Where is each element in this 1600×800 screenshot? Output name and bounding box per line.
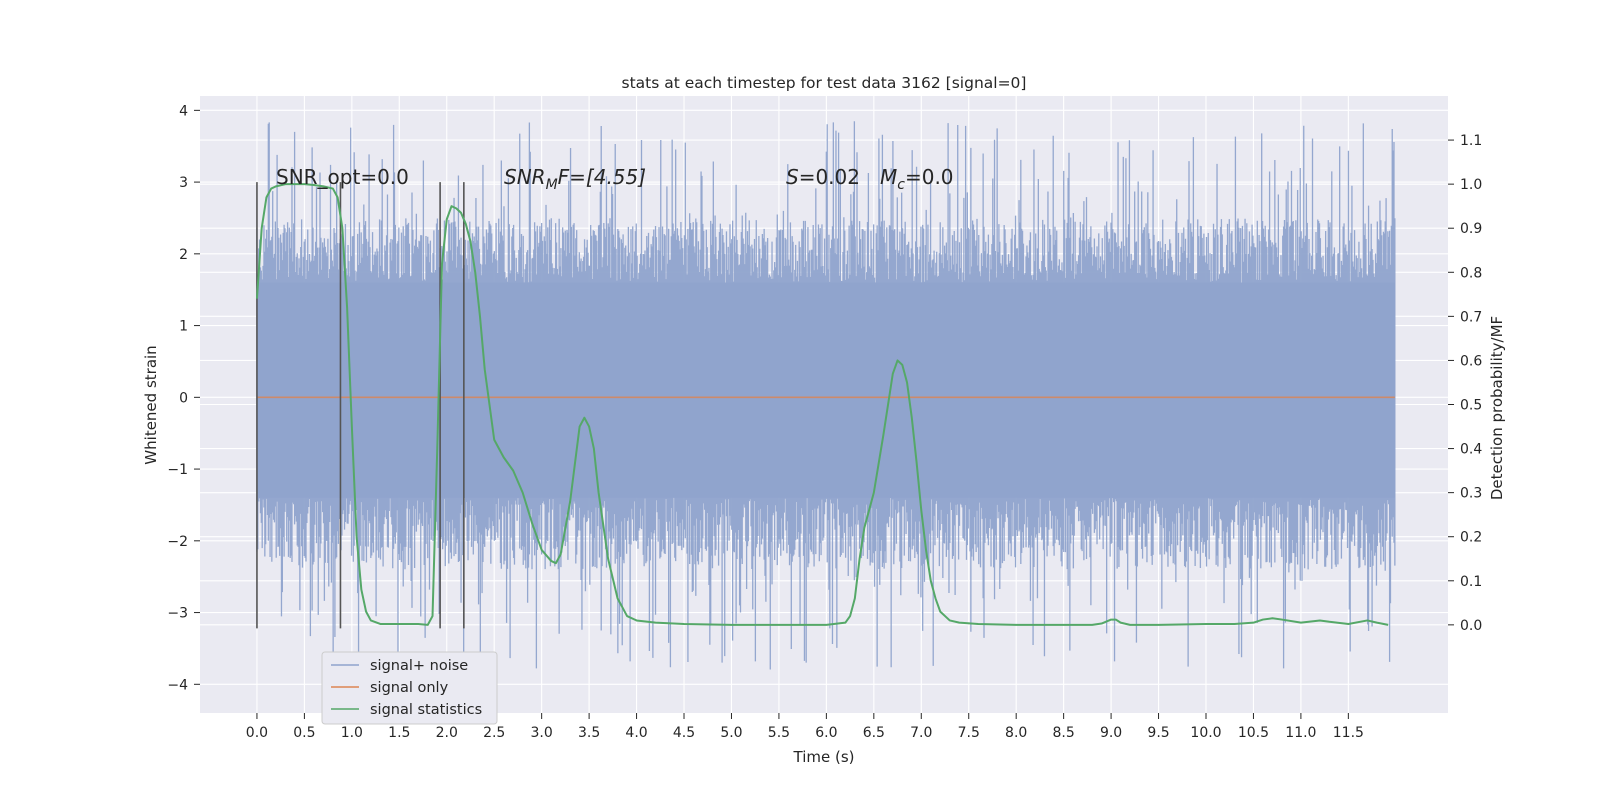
x-tick-label-22: 11.0 (1285, 725, 1316, 741)
y-tick-label-5: 1 (179, 319, 188, 335)
x-tick-label-15: 7.5 (958, 725, 980, 741)
signal-statistics-line (255, 183, 1389, 626)
annotation-s: S=0.02 (786, 165, 860, 189)
y-tick-label-0: −4 (167, 677, 188, 693)
signal-statistics-series (255, 183, 1389, 626)
y-right-tick-label-3: 0.3 (1460, 486, 1482, 502)
y-right-tick-label-0: 0.0 (1460, 618, 1482, 634)
y-axis-right-label: Detection probability/MF (1488, 316, 1506, 500)
y-right-tick-label-7: 0.7 (1460, 309, 1482, 325)
x-axis-ticks: 0.0 0.5 1.0 1.5 2.0 2.5 3.0 3.5 4.0 4.5 5.0 5.5 6.0 6… (246, 713, 1364, 741)
x-tick-label-9: 4.5 (673, 725, 695, 741)
y-tick-label-1: −3 (167, 606, 188, 622)
y-tick-label-3: −1 (167, 462, 188, 478)
annotation-mc: Mc=0.0 (880, 165, 954, 193)
legend-box (321, 651, 498, 725)
x-tick-label-0: 0.0 (246, 725, 268, 741)
x-tick-label-21: 10.5 (1238, 725, 1269, 741)
x-tick-label-13: 6.5 (863, 725, 885, 741)
x-tick-label-4: 2.0 (436, 725, 458, 741)
annotation-snr-opt: SNR_opt=0.0 (276, 165, 409, 189)
annotation-snr-mf: SNRMF=[4.55] (504, 165, 646, 193)
x-tick-label-11: 5.5 (768, 725, 790, 741)
y-tick-label-7: 3 (179, 175, 188, 191)
y-right-tick-label-8: 0.8 (1460, 265, 1482, 281)
legend-label-noise: signal+ noise (370, 658, 468, 674)
y-right-tick-label-2: 0.2 (1460, 530, 1482, 546)
legend: signal+ noise signal only signal statist… (321, 651, 498, 725)
noise-series-signal-plus-noise (256, 121, 1396, 670)
x-tick-label-19: 9.5 (1147, 725, 1169, 741)
x-axis-label: Time (s) (793, 748, 855, 766)
y-tick-label-6: 2 (179, 247, 188, 263)
x-tick-label-18: 9.0 (1100, 725, 1122, 741)
y-right-tick-label-1: 0.1 (1460, 574, 1482, 590)
y-axis-right-ticks: 0.0 0.1 0.2 0.3 0.4 0.5 0.6 0.7 0.8 0.9 1.0 1.1 (1448, 133, 1482, 634)
y-tick-label-2: −2 (167, 534, 188, 550)
y-right-tick-label-4: 0.4 (1460, 442, 1482, 458)
y-tick-label-8: 4 (179, 103, 188, 119)
x-tick-label-6: 3.0 (531, 725, 553, 741)
x-tick-label-1: 0.5 (293, 725, 315, 741)
y-axis-left-ticks: −4 −3 −2 −1 0 1 2 3 4 (167, 103, 200, 693)
chart-title: stats at each timestep for test data 316… (622, 74, 1027, 92)
y-right-tick-label-6: 0.6 (1460, 353, 1482, 369)
y-right-tick-label-10: 1.0 (1460, 177, 1482, 193)
x-tick-label-16: 8.0 (1005, 725, 1027, 741)
x-tick-label-5: 2.5 (483, 725, 505, 741)
y-right-tick-label-9: 0.9 (1460, 221, 1482, 237)
legend-label-signal: signal only (370, 680, 449, 696)
x-tick-label-12: 6.0 (815, 725, 837, 741)
vertical-markers (256, 182, 465, 629)
x-tick-label-7: 3.5 (578, 725, 600, 741)
y-right-tick-label-5: 0.5 (1460, 398, 1482, 414)
x-tick-label-14: 7.0 (910, 725, 932, 741)
x-tick-label-10: 5.0 (720, 725, 742, 741)
x-tick-label-8: 4.0 (625, 725, 647, 741)
x-tick-label-2: 1.0 (341, 725, 363, 741)
x-tick-label-20: 10.0 (1190, 725, 1221, 741)
legend-label-statistics: signal statistics (370, 702, 482, 718)
x-tick-label-23: 11.5 (1333, 725, 1364, 741)
x-tick-label-3: 1.5 (388, 725, 410, 741)
x-tick-label-17: 8.5 (1053, 725, 1075, 741)
y-axis-label: Whitened strain (142, 345, 160, 464)
y-tick-label-4: 0 (179, 390, 188, 406)
y-right-tick-label-11: 1.1 (1460, 133, 1482, 149)
